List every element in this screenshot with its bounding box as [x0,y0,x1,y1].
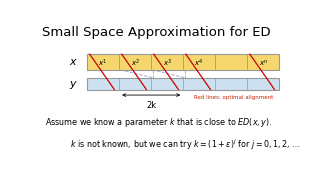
Bar [87,78,279,89]
Text: $x^{2}$: $x^{2}$ [131,57,140,69]
Text: Red lines: optimal alignment: Red lines: optimal alignment [194,95,273,100]
Text: 2k: 2k [146,101,156,110]
Text: $x^{3}$: $x^{3}$ [163,57,172,69]
Text: $k$ is not known, but we can try $k = (1 + \varepsilon)^j$ for $j = 0,1,2, \ldot: $k$ is not known, but we can try $k = (1… [70,138,300,152]
Text: Assume we know a parameter $k$ that is close to $ED(x, y)$.: Assume we know a parameter $k$ that is c… [45,116,272,129]
Text: y: y [69,79,76,89]
Text: $x^{n}$: $x^{n}$ [259,58,268,68]
Text: $x^{4}$: $x^{4}$ [195,57,204,69]
Bar [87,54,279,70]
Text: x: x [69,57,76,67]
Text: $x^{1}$: $x^{1}$ [99,57,108,69]
Text: Small Space Approximation for ED: Small Space Approximation for ED [43,26,271,39]
